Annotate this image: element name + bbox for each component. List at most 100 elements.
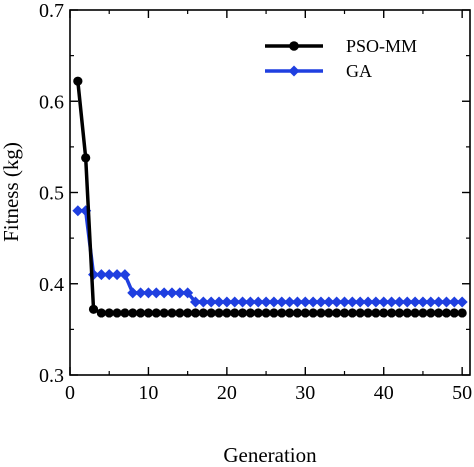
legend-marker-pso-mm — [289, 41, 299, 51]
data-point-pso-mm — [206, 308, 216, 318]
data-point-pso-mm — [151, 308, 161, 318]
data-point-pso-mm — [128, 308, 138, 318]
data-point-pso-mm — [261, 308, 271, 318]
data-point-ga — [158, 287, 170, 299]
plot-area — [72, 76, 468, 318]
legend-marker-ga — [288, 65, 300, 77]
x-tick-label: 0 — [65, 382, 75, 404]
data-point-ga — [433, 296, 445, 308]
data-point-pso-mm — [245, 308, 255, 318]
data-point-ga — [166, 287, 178, 299]
data-point-ga — [205, 296, 217, 308]
data-point-pso-mm — [449, 308, 459, 318]
data-point-ga — [135, 287, 147, 299]
data-point-ga — [409, 296, 421, 308]
data-point-ga — [72, 205, 84, 217]
data-point-ga — [417, 296, 429, 308]
y-tick-label: 0.3 — [39, 365, 64, 387]
data-point-pso-mm — [339, 308, 350, 318]
data-point-ga — [103, 269, 115, 281]
y-tick-label: 0.5 — [39, 183, 64, 205]
data-point-ga — [142, 287, 154, 299]
data-point-pso-mm — [135, 308, 146, 318]
x-tick-label: 40 — [374, 382, 394, 404]
data-point-pso-mm — [237, 308, 248, 318]
data-point-ga — [386, 296, 398, 308]
series-line-pso-mm — [76, 80, 463, 315]
data-point-pso-mm — [198, 308, 208, 318]
data-point-pso-mm — [73, 76, 83, 86]
data-point-pso-mm — [457, 308, 467, 318]
data-point-ga — [252, 296, 264, 308]
data-point-ga — [150, 287, 162, 299]
data-point-ga — [440, 296, 452, 308]
data-point-ga — [127, 287, 139, 299]
data-point-pso-mm — [159, 308, 169, 318]
legend: PSO-MM GA — [265, 36, 417, 81]
series-line-ga — [77, 209, 463, 304]
data-point-pso-mm — [143, 308, 154, 318]
data-point-pso-mm — [285, 308, 295, 318]
legend-label-pso-mm: PSO-MM — [346, 36, 417, 56]
data-point-pso-mm — [230, 308, 240, 318]
data-point-pso-mm — [441, 308, 452, 318]
data-point-pso-mm — [347, 308, 357, 318]
data-point-pso-mm — [277, 308, 287, 318]
data-point-pso-mm — [214, 308, 224, 318]
data-point-ga — [276, 296, 288, 308]
data-point-pso-mm — [402, 308, 412, 318]
data-point-ga — [284, 296, 296, 308]
data-point-pso-mm — [183, 308, 193, 318]
data-point-ga — [221, 296, 233, 308]
data-point-ga — [213, 296, 225, 308]
data-point-ga — [393, 296, 405, 308]
data-point-ga — [448, 296, 460, 308]
data-point-ga — [197, 296, 209, 308]
data-point-ga — [354, 296, 366, 308]
data-point-pso-mm — [104, 308, 114, 318]
data-point-ga — [323, 296, 335, 308]
data-point-pso-mm — [308, 308, 318, 318]
data-point-pso-mm — [88, 304, 99, 314]
x-tick-label: 30 — [295, 382, 315, 404]
data-point-ga — [111, 269, 123, 281]
data-point-ga — [237, 296, 249, 308]
data-point-pso-mm — [300, 308, 310, 318]
data-point-pso-mm — [371, 308, 381, 318]
data-point-pso-mm — [167, 308, 177, 318]
x-tick-label: 10 — [138, 382, 158, 404]
data-point-ga — [174, 287, 186, 299]
data-point-ga — [268, 296, 280, 308]
data-point-ga — [456, 296, 468, 308]
data-point-pso-mm — [292, 308, 303, 318]
data-point-ga — [370, 296, 382, 308]
data-point-ga — [189, 296, 201, 308]
data-point-ga — [229, 296, 241, 308]
y-tick-label: 0.4 — [39, 274, 64, 296]
data-point-ga — [95, 269, 107, 281]
data-point-pso-mm — [363, 308, 373, 318]
data-point-pso-mm — [426, 308, 436, 318]
x-tick-label: 50 — [452, 382, 472, 404]
data-point-pso-mm — [324, 308, 334, 318]
y-tick-label: 0.7 — [39, 0, 64, 22]
data-point-pso-mm — [190, 308, 201, 318]
data-point-ga — [315, 296, 327, 308]
data-point-pso-mm — [175, 308, 185, 318]
data-point-pso-mm — [394, 308, 405, 318]
x-axis-title: Generation — [223, 443, 317, 467]
data-point-pso-mm — [379, 308, 389, 318]
data-point-ga — [182, 287, 194, 299]
data-point-pso-mm — [253, 308, 263, 318]
data-point-pso-mm — [418, 308, 428, 318]
data-point-ga — [331, 296, 343, 308]
data-point-ga — [291, 296, 303, 308]
axes: 0 10 20 30 40 50 0.3 0.4 0.5 0.6 0.7 — [39, 0, 472, 404]
data-point-ga — [307, 296, 319, 308]
data-point-pso-mm — [112, 308, 122, 318]
y-axis-title: Fitness (kg) — [0, 142, 23, 242]
data-point-ga — [346, 296, 358, 308]
data-point-pso-mm — [222, 308, 232, 318]
data-point-ga — [362, 296, 374, 308]
data-point-ga — [260, 296, 272, 308]
